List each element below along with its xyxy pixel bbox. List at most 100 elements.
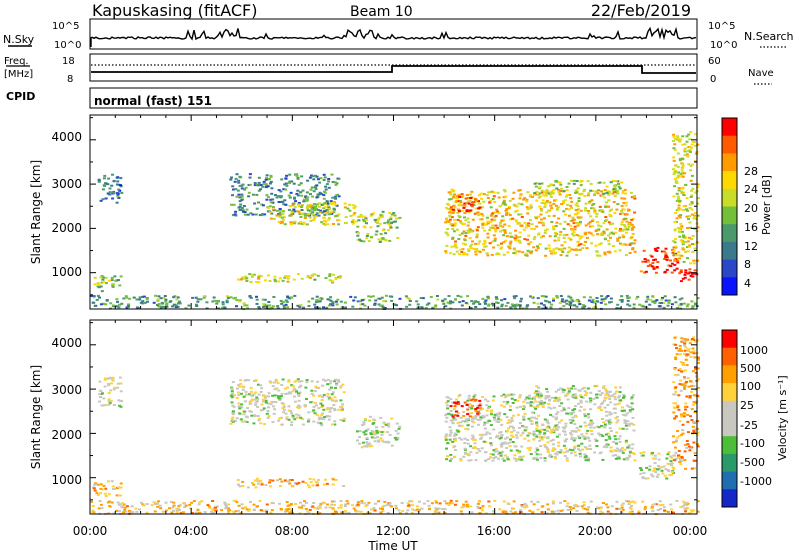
scatter-cell [554, 452, 558, 455]
scatter-cell [683, 342, 687, 345]
scatter-cell [100, 281, 104, 284]
scatter-cell [277, 389, 281, 392]
scatter-cell [517, 189, 521, 192]
scatter-cell [248, 402, 252, 405]
scatter-cell [122, 503, 126, 506]
scatter-cell [595, 215, 598, 218]
scatter-cell [674, 180, 678, 183]
scatter-cell [481, 248, 485, 251]
scatter-cell [578, 222, 582, 225]
scatter-cell [238, 385, 242, 388]
scatter-cell [96, 282, 100, 285]
scatter-cell [474, 409, 478, 412]
scatter-cell [307, 213, 311, 216]
scatter-cell [290, 509, 294, 512]
scatter-cell [479, 418, 483, 421]
scatter-cell [635, 297, 638, 300]
scatter-cell [159, 307, 163, 310]
scatter-cell [567, 208, 571, 211]
scatter-cell [502, 400, 506, 403]
scatter-cell [618, 242, 622, 245]
scatter-cell [643, 271, 647, 274]
scatter-cell [510, 397, 514, 400]
scatter-cell [335, 511, 338, 514]
scatter-cell [557, 239, 561, 242]
scatter-cell [606, 205, 610, 208]
scatter-cell [328, 211, 332, 214]
scatter-cell [92, 295, 96, 298]
scatter-cell [687, 445, 691, 448]
scatter-cell [515, 458, 519, 461]
scatter-cell [535, 182, 539, 185]
scatter-cell [99, 303, 103, 306]
scatter-cell [562, 234, 566, 237]
scatter-cell [493, 450, 497, 453]
scatter-cell [609, 236, 612, 239]
scatter-cell [618, 236, 622, 239]
scatter-cell [679, 222, 683, 225]
scatter-cell [459, 416, 463, 419]
scatter-cell [557, 217, 561, 220]
scatter-cell [266, 210, 270, 213]
scatter-cell [191, 296, 195, 299]
scatter-cell [245, 421, 249, 423]
scatter-cell [190, 501, 194, 504]
scatter-cell [478, 433, 482, 436]
scatter-cell [584, 224, 588, 227]
scatter-cell [591, 422, 595, 425]
scatter-cell [597, 243, 601, 246]
scatter-cell [554, 179, 558, 182]
scatter-cell [483, 421, 487, 424]
scatter-cell [502, 234, 506, 237]
scatter-cell [178, 504, 182, 507]
scatter-cell [618, 435, 622, 438]
scatter-cell [481, 206, 484, 209]
scatter-cell [537, 414, 541, 417]
scatter-cell [465, 210, 469, 213]
scatter-cell [587, 423, 591, 426]
scatter-cell [118, 303, 122, 306]
scatter-cell [689, 351, 693, 354]
scatter-cell [387, 223, 391, 226]
scatter-cell [473, 438, 477, 441]
scatter-cell [683, 376, 686, 379]
scatter-cell [465, 404, 469, 406]
scatter-cell [490, 190, 494, 193]
scatter-cell [325, 183, 329, 186]
scatter-cell [605, 389, 608, 392]
scatter-cell [519, 224, 523, 227]
scatter-cell [238, 485, 242, 488]
scatter-cell [551, 428, 555, 431]
scatter-cell [471, 218, 475, 221]
scatter-cell [535, 417, 539, 420]
scatter-cell [674, 164, 678, 167]
scatter-cell [445, 396, 449, 399]
scatter-cell [689, 262, 693, 265]
scatter-cell [580, 505, 584, 508]
scatter-cell [306, 276, 310, 279]
scatter-cell [237, 179, 241, 182]
scatter-cell [666, 462, 670, 465]
scatter-cell [376, 431, 379, 434]
scatter-cell [463, 238, 467, 241]
scatter-cell [462, 251, 466, 254]
velocity-cbar-tick-minus25: -25 [740, 419, 758, 432]
scatter-cell [307, 418, 311, 421]
scatter-cell [271, 479, 275, 482]
scatter-cell [282, 210, 286, 213]
scatter-cell [330, 210, 334, 213]
scatter-cell [673, 296, 677, 299]
scatter-cell [681, 135, 685, 138]
scatter-cell [300, 506, 304, 509]
scatter-cell [555, 295, 559, 297]
scatter-cell [290, 384, 294, 387]
scatter-cell [684, 444, 688, 446]
scatter-cell [455, 199, 459, 202]
scatter-cell [290, 180, 294, 183]
scatter-cell [620, 223, 624, 226]
scatter-cell [490, 218, 494, 221]
scatter-cell [420, 507, 424, 510]
scatter-cell [445, 447, 448, 450]
scatter-cell [549, 183, 553, 186]
scatter-cell [684, 346, 688, 349]
